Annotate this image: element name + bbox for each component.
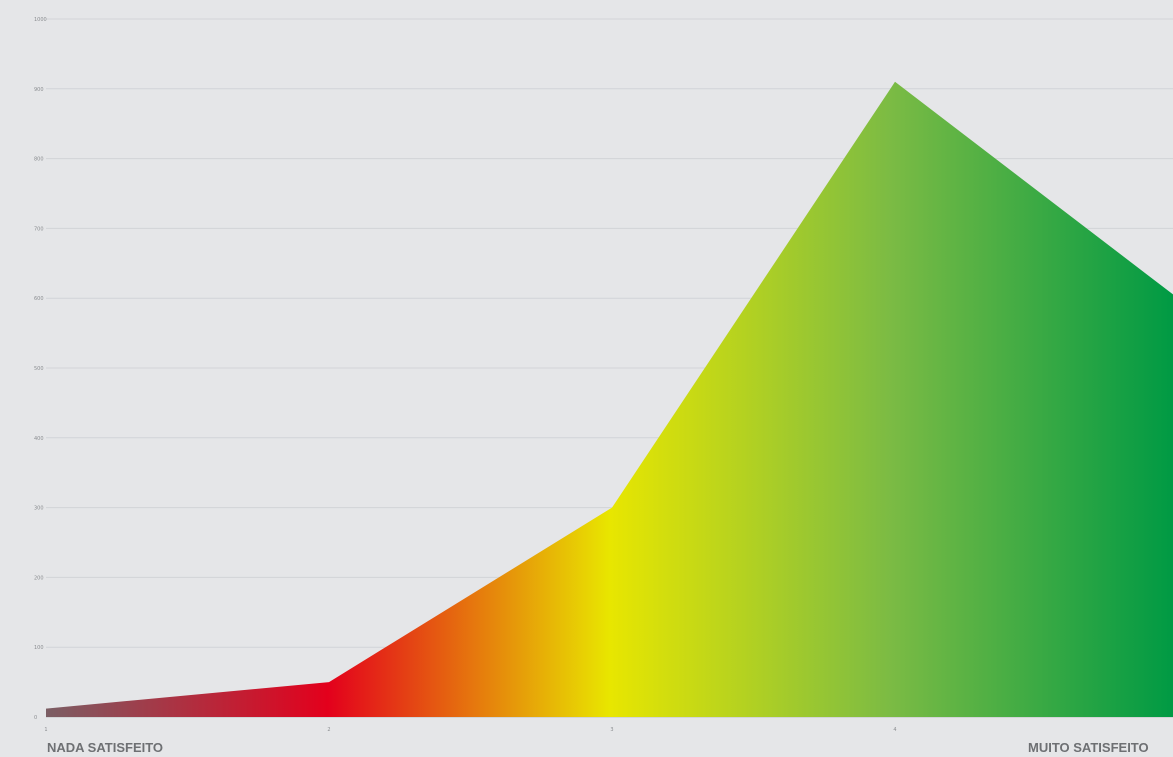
y-tick-label: 200	[34, 575, 44, 581]
area-layer	[46, 81, 1173, 718]
y-axis: 0 100 200 300 400 500 600 700 800 900 1000	[34, 17, 47, 721]
y-tick-label: 700	[34, 226, 44, 232]
x-axis: 1 2 3 4	[44, 727, 896, 733]
x-tick-label: 2	[327, 727, 330, 733]
y-tick-label: 0	[34, 715, 37, 721]
y-tick-label: 100	[34, 645, 44, 651]
x-tick-label: 4	[893, 727, 896, 733]
label-nada-satisfeito: NADA SATISFEITO	[47, 740, 164, 755]
satisfaction-area	[46, 81, 1173, 718]
y-tick-label: 1000	[34, 17, 47, 23]
label-muito-satisfeito: MUITO SATISFEITO	[1028, 740, 1149, 755]
x-tick-label: 1	[44, 727, 47, 733]
y-tick-label: 600	[34, 296, 44, 302]
y-tick-label: 500	[34, 366, 44, 372]
grid-layer	[46, 18, 1173, 718]
x-tick-label: 3	[610, 727, 613, 733]
y-tick-label: 300	[34, 506, 44, 512]
y-tick-label: 400	[34, 436, 44, 442]
y-tick-label: 900	[34, 87, 44, 93]
y-tick-label: 800	[34, 157, 44, 163]
